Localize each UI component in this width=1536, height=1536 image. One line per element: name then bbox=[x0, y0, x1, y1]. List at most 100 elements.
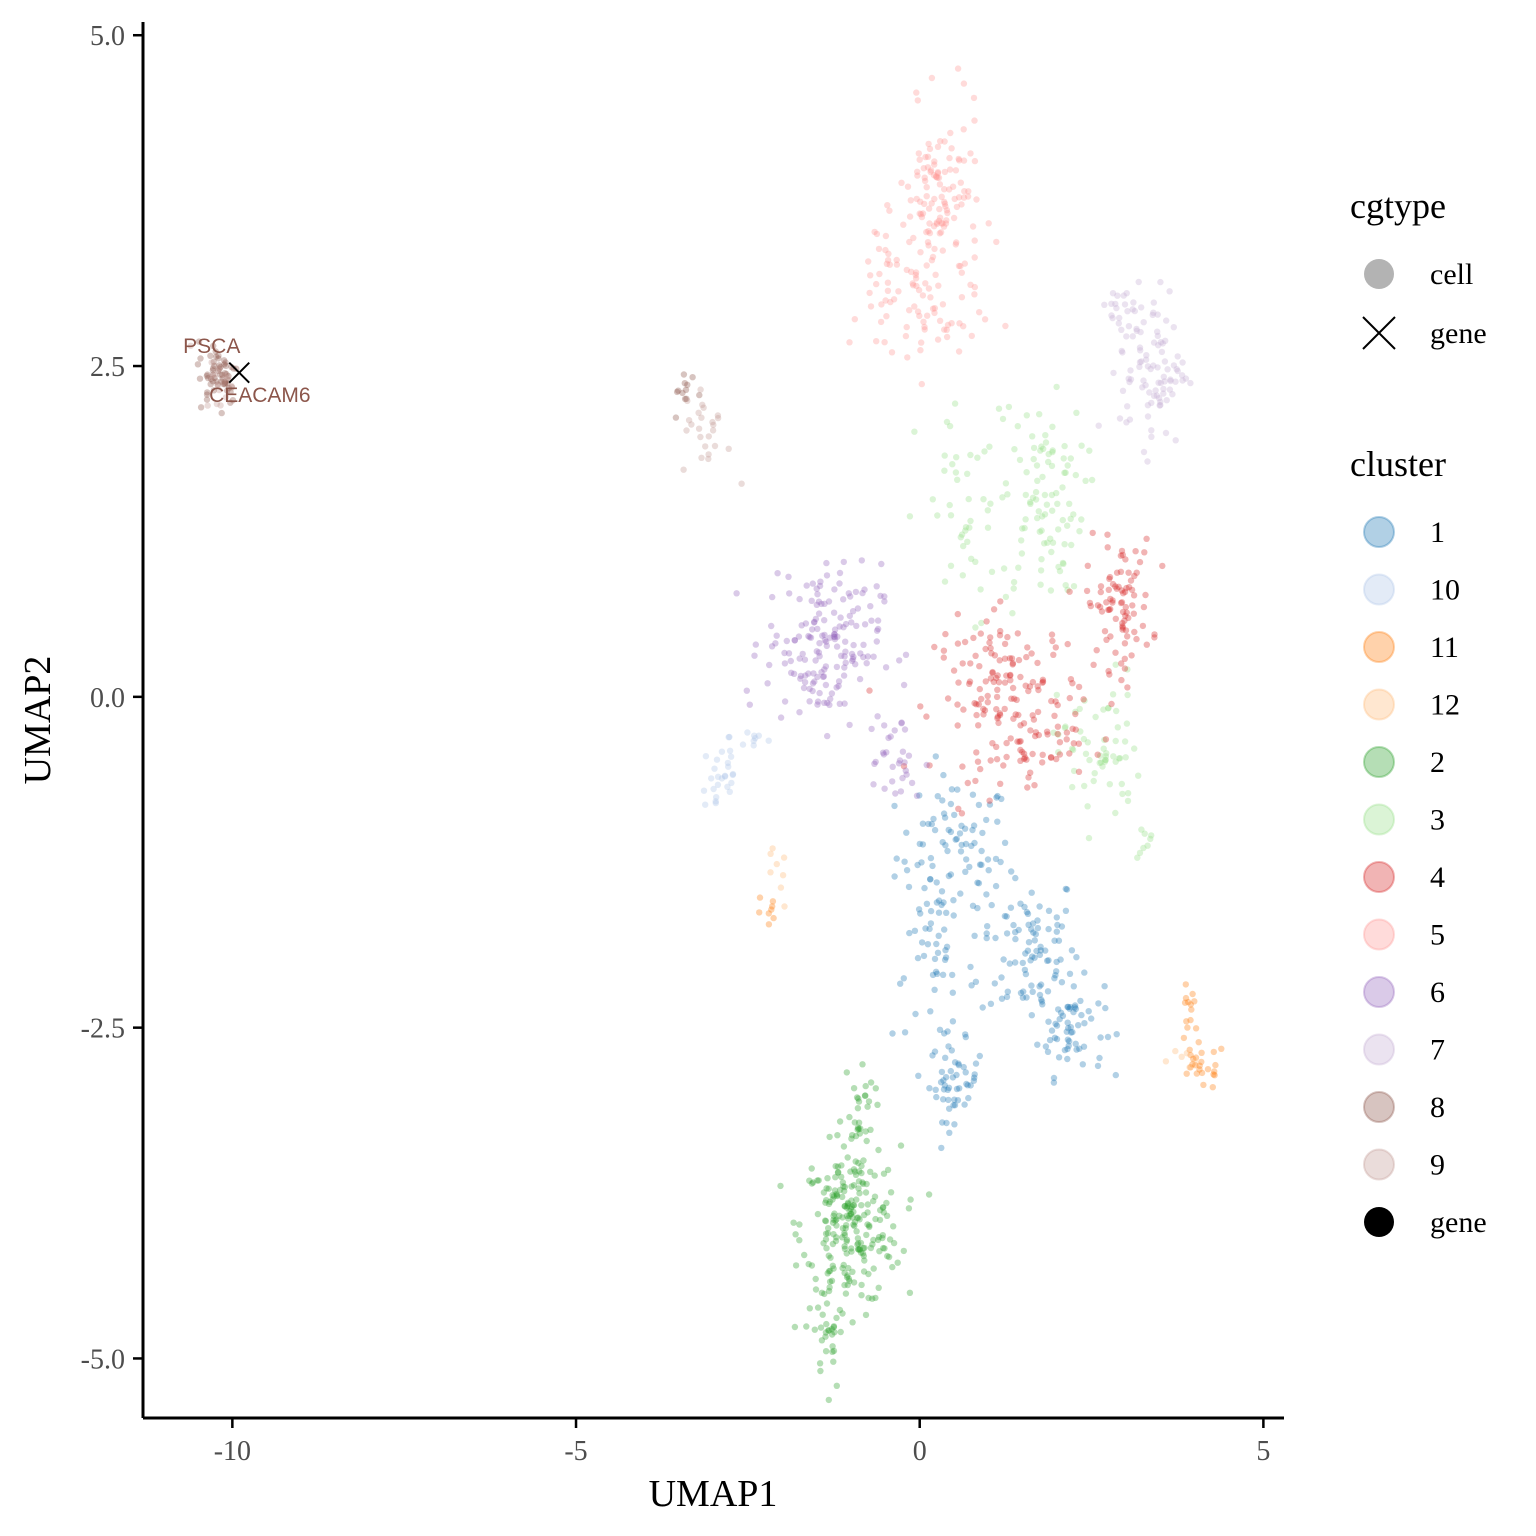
point-cluster-5 bbox=[917, 249, 924, 256]
point-cluster-3 bbox=[951, 400, 959, 407]
point-cluster-2 bbox=[821, 1290, 828, 1298]
legend-key-gene-x bbox=[1362, 316, 1396, 350]
point-cluster-5 bbox=[943, 217, 950, 224]
legend-key-cluster-5 bbox=[1363, 918, 1395, 951]
point-cluster-6 bbox=[824, 732, 831, 740]
point-cluster-3 bbox=[1101, 758, 1109, 765]
point-cluster-1 bbox=[918, 859, 925, 866]
point-cluster-7 bbox=[1160, 385, 1167, 393]
legend-key-cluster-7 bbox=[1363, 1033, 1395, 1066]
point-cluster-3 bbox=[1064, 586, 1071, 593]
point-cluster-2 bbox=[816, 1360, 824, 1367]
point-cluster-4 bbox=[990, 606, 998, 613]
point-cluster-3 bbox=[1033, 462, 1041, 469]
point-cluster-9 bbox=[705, 433, 712, 440]
point-cluster-2 bbox=[837, 1328, 844, 1336]
point-cluster-6 bbox=[764, 680, 771, 687]
point-cluster-7 bbox=[1142, 382, 1149, 389]
point-cluster-11 bbox=[1189, 1061, 1196, 1068]
point-cluster-5 bbox=[922, 280, 929, 287]
point-cluster-6 bbox=[825, 598, 833, 605]
point-cluster-1 bbox=[927, 920, 935, 927]
point-cluster-9 bbox=[697, 433, 704, 441]
point-cluster-1 bbox=[1029, 920, 1037, 927]
point-cluster-2 bbox=[840, 1261, 847, 1269]
point-cluster-1 bbox=[1048, 1027, 1056, 1034]
point-cluster-7 bbox=[1119, 387, 1127, 394]
point-cluster-3 bbox=[967, 517, 974, 525]
point-cluster-4 bbox=[1080, 696, 1087, 703]
point-cluster-7 bbox=[1160, 390, 1167, 397]
point-cluster-1 bbox=[971, 1074, 978, 1081]
point-cluster-5 bbox=[903, 266, 910, 274]
point-cluster-4 bbox=[997, 598, 1004, 605]
point-cluster-1 bbox=[942, 842, 949, 849]
point-cluster-2 bbox=[870, 1197, 877, 1205]
point-cluster-4 bbox=[1093, 647, 1100, 654]
point-cluster-7 bbox=[1167, 376, 1174, 383]
point-cluster-1 bbox=[1076, 1045, 1083, 1052]
point-cluster-1 bbox=[1046, 1036, 1054, 1044]
point-cluster-1 bbox=[962, 868, 969, 875]
point-cluster-1 bbox=[1094, 1062, 1102, 1070]
point-cluster-1 bbox=[963, 856, 970, 863]
point-cluster-10 bbox=[727, 753, 735, 760]
point-cluster-4 bbox=[1039, 751, 1046, 758]
point-cluster-3 bbox=[1002, 480, 1010, 487]
point-cluster-8 bbox=[222, 359, 229, 366]
point-cluster-1 bbox=[1102, 1004, 1109, 1012]
point-cluster-1 bbox=[893, 855, 900, 862]
point-cluster-1 bbox=[944, 1028, 951, 1035]
point-cluster-3 bbox=[1072, 708, 1079, 715]
legend-key-cluster-8 bbox=[1363, 1091, 1395, 1123]
point-cluster-7 bbox=[1158, 348, 1166, 356]
point-cluster-12 bbox=[779, 872, 787, 879]
point-cluster-1 bbox=[983, 816, 990, 824]
point-cluster-1 bbox=[1023, 994, 1030, 1001]
point-cluster-7 bbox=[1116, 415, 1124, 422]
point-cluster-7 bbox=[1166, 386, 1174, 393]
point-cluster-3 bbox=[1076, 705, 1083, 713]
point-cluster-4 bbox=[1107, 595, 1114, 603]
point-cluster-1 bbox=[1015, 926, 1022, 934]
point-cluster-9 bbox=[222, 394, 230, 401]
point-cluster-9 bbox=[705, 451, 712, 458]
point-cluster-1 bbox=[1039, 1001, 1046, 1008]
point-cluster-4 bbox=[1023, 653, 1030, 661]
point-cluster-4 bbox=[977, 630, 984, 637]
point-cluster-6 bbox=[873, 638, 880, 645]
point-cluster-1 bbox=[953, 835, 960, 843]
point-cluster-2 bbox=[825, 1327, 833, 1334]
point-cluster-3 bbox=[1055, 749, 1062, 756]
point-cluster-6 bbox=[850, 653, 857, 660]
point-cluster-6 bbox=[882, 664, 890, 671]
point-cluster-3 bbox=[1018, 537, 1025, 544]
point-cluster-10 bbox=[700, 787, 708, 794]
point-cluster-4 bbox=[1118, 599, 1126, 606]
point-cluster-7 bbox=[1174, 353, 1181, 360]
point-cluster-1 bbox=[975, 801, 983, 809]
point-cluster-2 bbox=[854, 1241, 861, 1248]
point-cluster-3 bbox=[1049, 447, 1056, 454]
point-cluster-1 bbox=[939, 971, 947, 978]
point-cluster-5 bbox=[886, 207, 893, 214]
point-cluster-3 bbox=[1148, 832, 1155, 839]
point-cluster-4 bbox=[1008, 655, 1016, 662]
point-cluster-2 bbox=[880, 1204, 887, 1211]
point-cluster-2 bbox=[859, 1250, 867, 1257]
point-cluster-9 bbox=[698, 414, 705, 421]
point-cluster-1 bbox=[1072, 1005, 1080, 1012]
point-cluster-6 bbox=[831, 631, 838, 638]
point-cluster-3 bbox=[977, 586, 984, 593]
point-cluster-2 bbox=[900, 1247, 907, 1255]
point-cluster-3 bbox=[1112, 809, 1119, 817]
point-cluster-6 bbox=[768, 643, 776, 650]
point-cluster-3 bbox=[1082, 477, 1089, 484]
point-cluster-10 bbox=[752, 735, 759, 742]
point-cluster-5 bbox=[934, 174, 941, 181]
point-cluster-6 bbox=[881, 785, 888, 792]
point-cluster-8 bbox=[209, 371, 217, 378]
point-cluster-1 bbox=[983, 930, 990, 937]
point-cluster-1 bbox=[1063, 886, 1071, 893]
point-cluster-5 bbox=[876, 270, 883, 278]
